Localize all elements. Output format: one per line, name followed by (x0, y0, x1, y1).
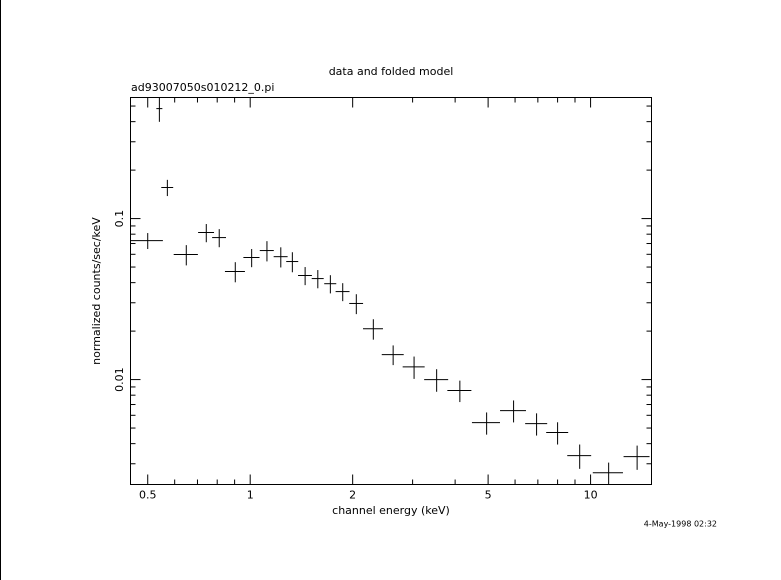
y-tick-label: 0.01 (113, 367, 126, 392)
timestamp: 4-May-1998 02:32 (644, 520, 717, 529)
x-tick-label: 5 (485, 489, 492, 502)
y-axis-label: normalized counts/sec/keV (90, 217, 103, 365)
x-tick-label: 1 (247, 489, 254, 502)
x-tick-label: 10 (584, 489, 598, 502)
plot-frame (130, 97, 652, 485)
x-tick-label: 2 (349, 489, 356, 502)
chart-subtitle: ad93007050s010212_0.pi (131, 81, 274, 94)
chart-title: data and folded model (329, 65, 454, 78)
x-axis-label: channel energy (keV) (332, 504, 450, 517)
y-tick-label: 0.1 (113, 210, 126, 228)
x-tick-label: 0.5 (139, 489, 157, 502)
